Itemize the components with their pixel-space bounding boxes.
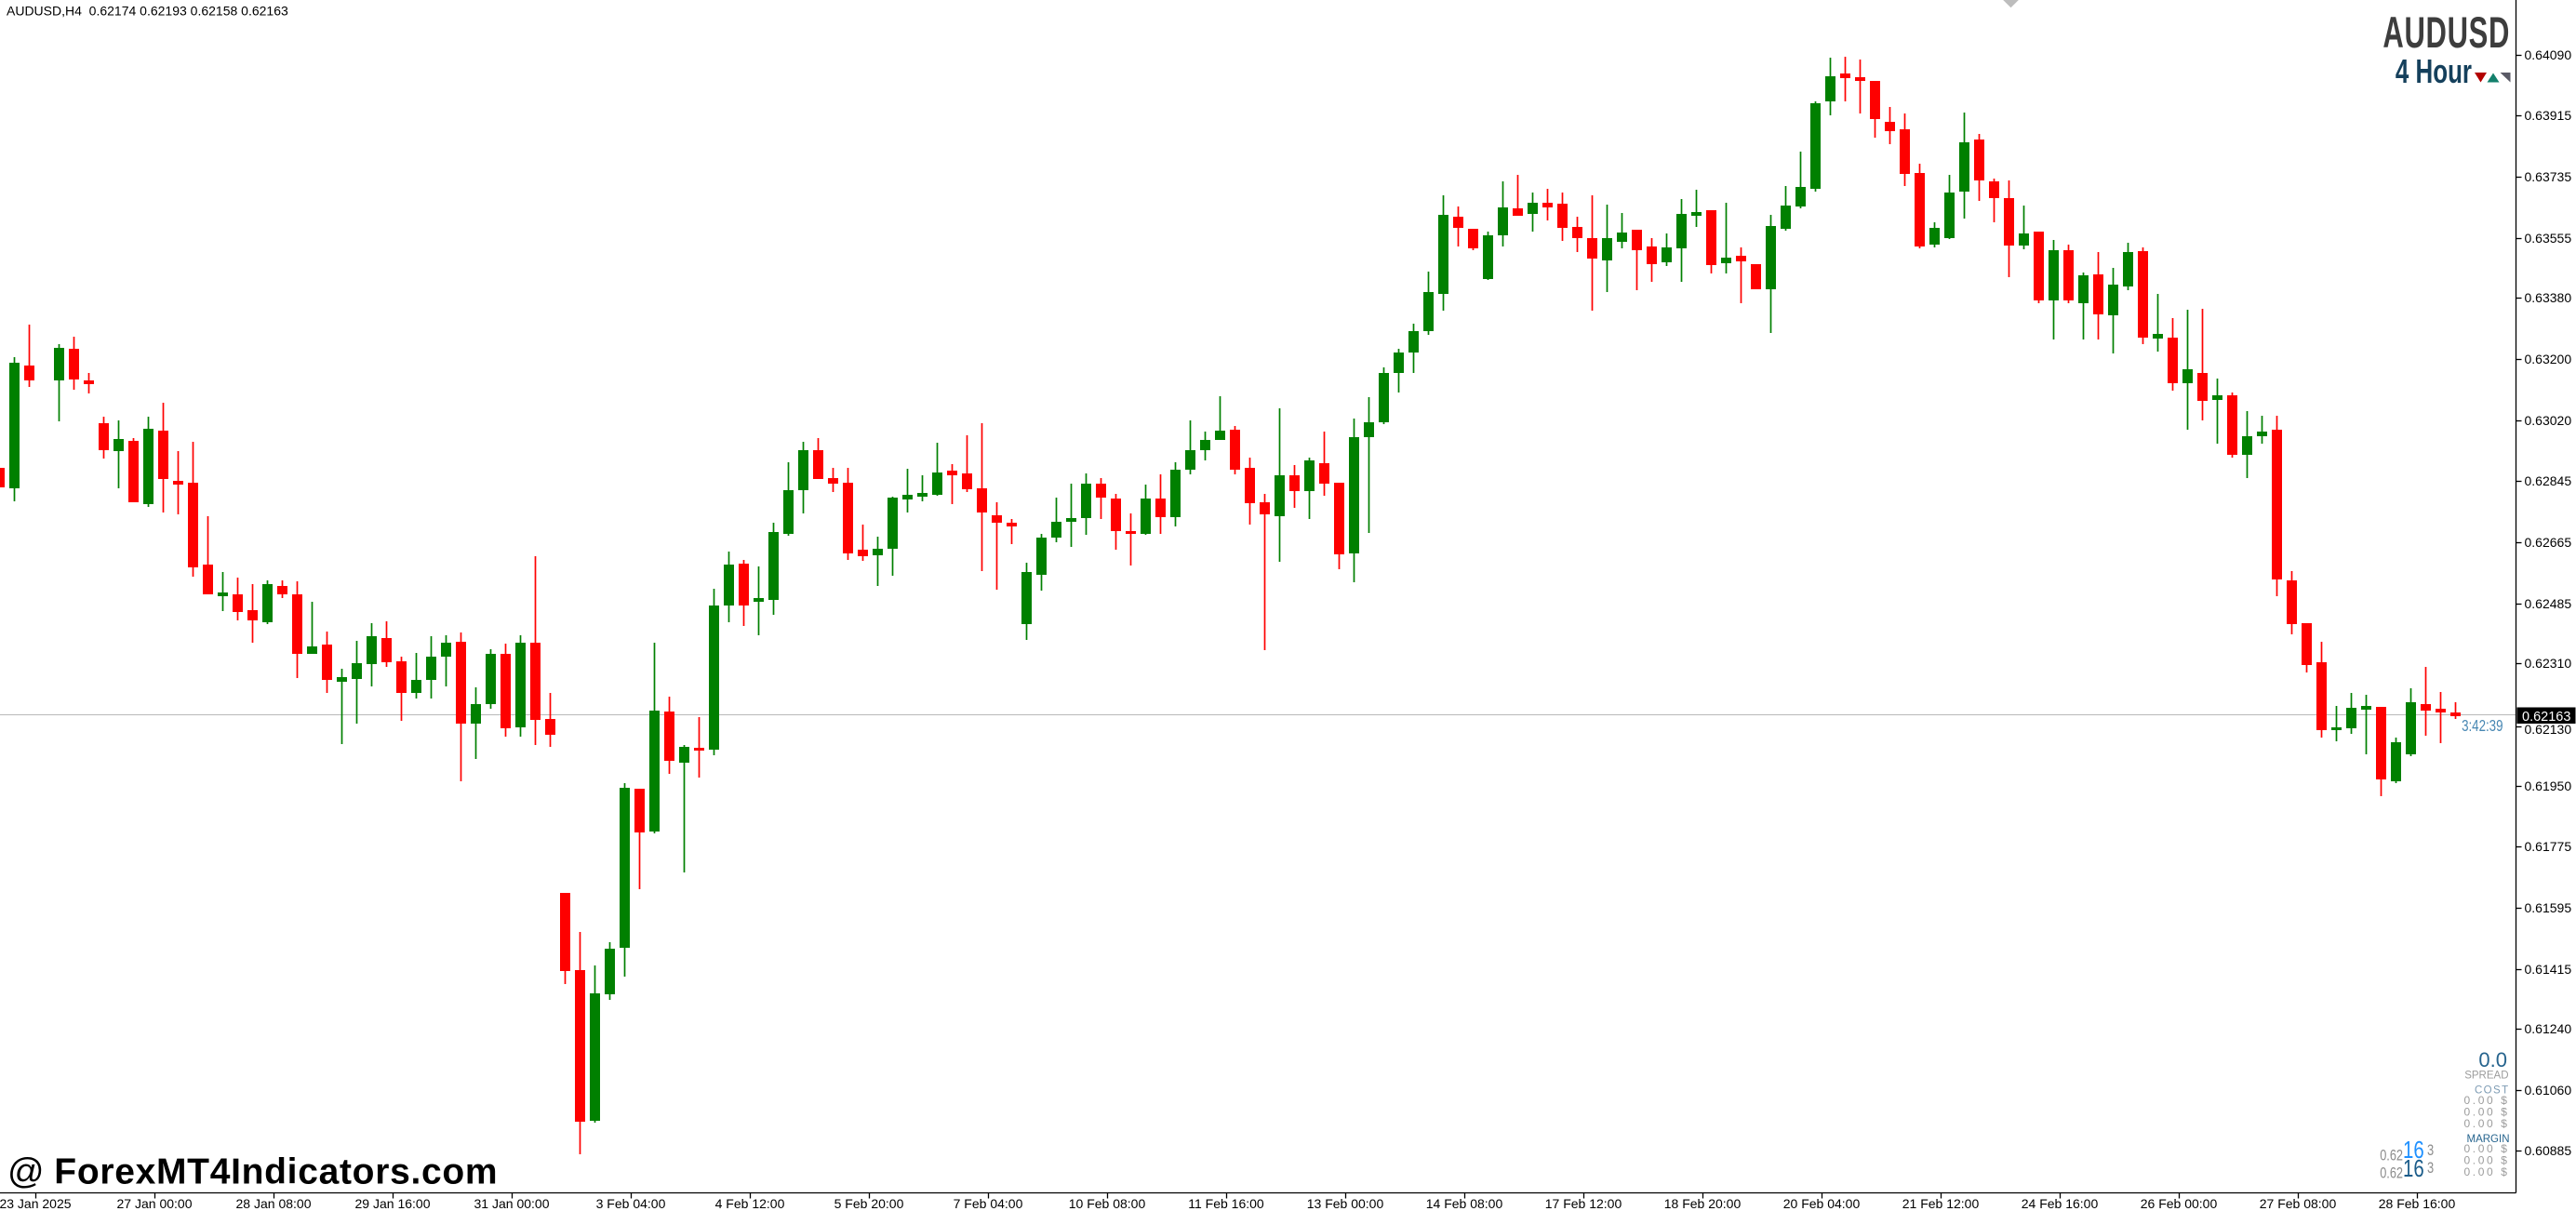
- svg-text:21 Feb 12:00: 21 Feb 12:00: [1902, 1196, 1980, 1211]
- svg-text:24 Feb 16:00: 24 Feb 16:00: [2022, 1196, 2099, 1211]
- svg-text:0.63735: 0.63735: [2525, 169, 2572, 184]
- svg-text:0.00 $: 0.00 $: [2464, 1154, 2510, 1167]
- svg-text:5 Feb 20:00: 5 Feb 20:00: [834, 1196, 904, 1211]
- svg-text:7 Feb 04:00: 7 Feb 04:00: [954, 1196, 1023, 1211]
- svg-text:3: 3: [2427, 1161, 2434, 1178]
- svg-text:27 Jan 00:00: 27 Jan 00:00: [117, 1196, 193, 1211]
- svg-text:13 Feb 00:00: 13 Feb 00:00: [1307, 1196, 1384, 1211]
- svg-text:3 Feb 04:00: 3 Feb 04:00: [596, 1196, 666, 1211]
- svg-text:0.63020: 0.63020: [2525, 413, 2572, 428]
- svg-text:0.00 $: 0.00 $: [2464, 1094, 2510, 1107]
- svg-text:0.60885: 0.60885: [2525, 1143, 2572, 1158]
- svg-text:0.63200: 0.63200: [2525, 352, 2572, 366]
- svg-text:0.61415: 0.61415: [2525, 962, 2572, 977]
- svg-text:0.62: 0.62: [2380, 1164, 2403, 1182]
- svg-text:0.62665: 0.62665: [2525, 535, 2572, 550]
- svg-text:20 Feb 04:00: 20 Feb 04:00: [1783, 1196, 1861, 1211]
- svg-text:11 Feb 16:00: 11 Feb 16:00: [1188, 1196, 1264, 1211]
- svg-text:0.62: 0.62: [2380, 1147, 2403, 1164]
- svg-text:3: 3: [2427, 1142, 2434, 1159]
- svg-text:0.62845: 0.62845: [2525, 473, 2572, 488]
- svg-text:31 Jan 00:00: 31 Jan 00:00: [474, 1196, 550, 1211]
- svg-text:0.0: 0.0: [2478, 1048, 2507, 1071]
- svg-text:0.61595: 0.61595: [2525, 900, 2572, 915]
- svg-text:28 Feb 16:00: 28 Feb 16:00: [2379, 1196, 2456, 1211]
- svg-text:0.62130: 0.62130: [2525, 722, 2572, 737]
- svg-text:AUDUSD: AUDUSD: [2382, 9, 2510, 58]
- svg-text:@ForexMT4Indicators.com: @ ForexMT4Indicators.com: [7, 1152, 498, 1192]
- svg-text:AUDUSD,H4 0.62174 0.62193 0.6: AUDUSD,H4 0.62174 0.62193 0.62158 0.6216…: [7, 4, 288, 19]
- svg-text:4 Feb 12:00: 4 Feb 12:00: [715, 1196, 785, 1211]
- svg-text:0.63915: 0.63915: [2525, 108, 2572, 123]
- svg-text:0.61950: 0.61950: [2525, 778, 2572, 793]
- svg-text:0.00 $: 0.00 $: [2464, 1142, 2510, 1155]
- svg-text:14 Feb 08:00: 14 Feb 08:00: [1426, 1196, 1503, 1211]
- svg-text:0.00 $: 0.00 $: [2464, 1117, 2510, 1130]
- svg-text:27 Feb 08:00: 27 Feb 08:00: [2260, 1196, 2337, 1211]
- svg-text:29 Jan 16:00: 29 Jan 16:00: [355, 1196, 431, 1211]
- svg-text:18 Feb 20:00: 18 Feb 20:00: [1664, 1196, 1742, 1211]
- svg-text:0.63555: 0.63555: [2525, 231, 2572, 246]
- svg-text:28 Jan 08:00: 28 Jan 08:00: [236, 1196, 312, 1211]
- svg-text:SPREAD: SPREAD: [2464, 1071, 2508, 1082]
- svg-text:3:42:39: 3:42:39: [2462, 717, 2503, 735]
- svg-text:0.61775: 0.61775: [2525, 839, 2572, 854]
- svg-text:10 Feb 08:00: 10 Feb 08:00: [1069, 1196, 1146, 1211]
- svg-text:26 Feb 00:00: 26 Feb 00:00: [2141, 1196, 2218, 1211]
- svg-text:0.64090: 0.64090: [2525, 47, 2572, 62]
- svg-text:0.00 $: 0.00 $: [2464, 1165, 2510, 1178]
- svg-text:4 Hour: 4 Hour: [2396, 53, 2472, 90]
- svg-text:0.62310: 0.62310: [2525, 656, 2572, 671]
- svg-text:0.63380: 0.63380: [2525, 290, 2572, 305]
- svg-text:MARGIN: MARGIN: [2467, 1134, 2510, 1145]
- svg-text:23 Jan 2025: 23 Jan 2025: [0, 1196, 72, 1211]
- svg-text:17 Feb 12:00: 17 Feb 12:00: [1545, 1196, 1622, 1211]
- svg-text:16: 16: [2403, 1155, 2424, 1182]
- svg-text:0.61240: 0.61240: [2525, 1021, 2572, 1036]
- svg-text:0.62163: 0.62163: [2522, 710, 2570, 725]
- svg-text:0.62485: 0.62485: [2525, 596, 2572, 611]
- svg-text:16: 16: [2403, 1137, 2424, 1164]
- svg-text:COST: COST: [2475, 1085, 2510, 1097]
- svg-text:0.61060: 0.61060: [2525, 1083, 2572, 1098]
- svg-text:0.00 $: 0.00 $: [2464, 1106, 2510, 1119]
